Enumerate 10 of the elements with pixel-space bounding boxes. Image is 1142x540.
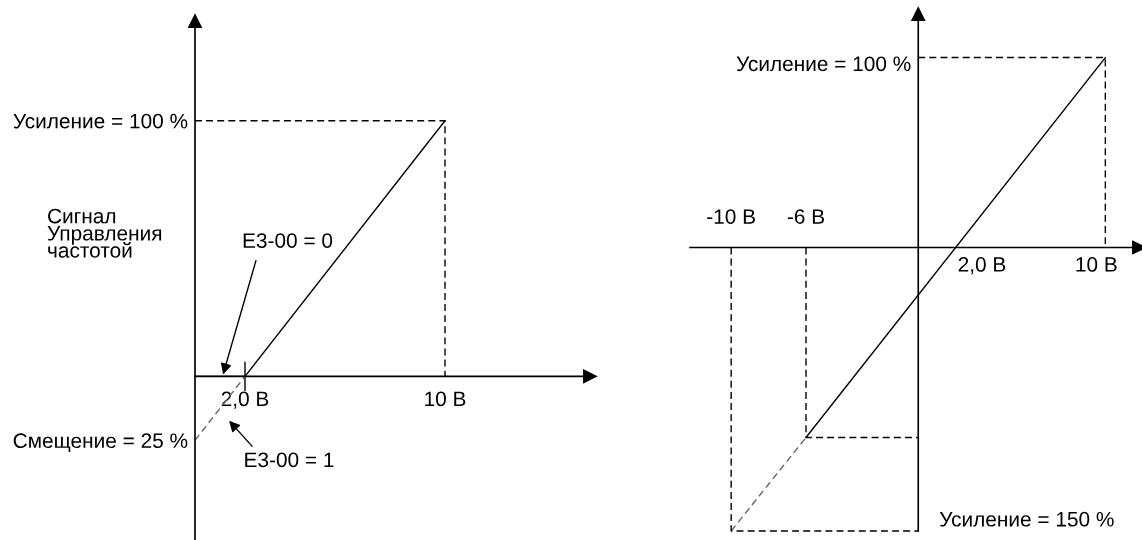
x-tick-label: -10 В (707, 209, 755, 224)
annotation: Усиление = 100 % (736, 56, 911, 72)
annotation: 2,0 В (958, 257, 1006, 275)
x-tick-label: -6 В (787, 209, 824, 224)
annotation: E3-00 = 1 (245, 452, 334, 468)
annotation: 10 В (1076, 257, 1117, 272)
annotation: Усиление = 150 % (939, 511, 1114, 527)
y-tick-label: Смещение = 25 % (13, 433, 188, 452)
y-axis-title: Сигнал Управления частотой (47, 208, 162, 258)
annotation: E3-00 = 0 (243, 233, 333, 248)
